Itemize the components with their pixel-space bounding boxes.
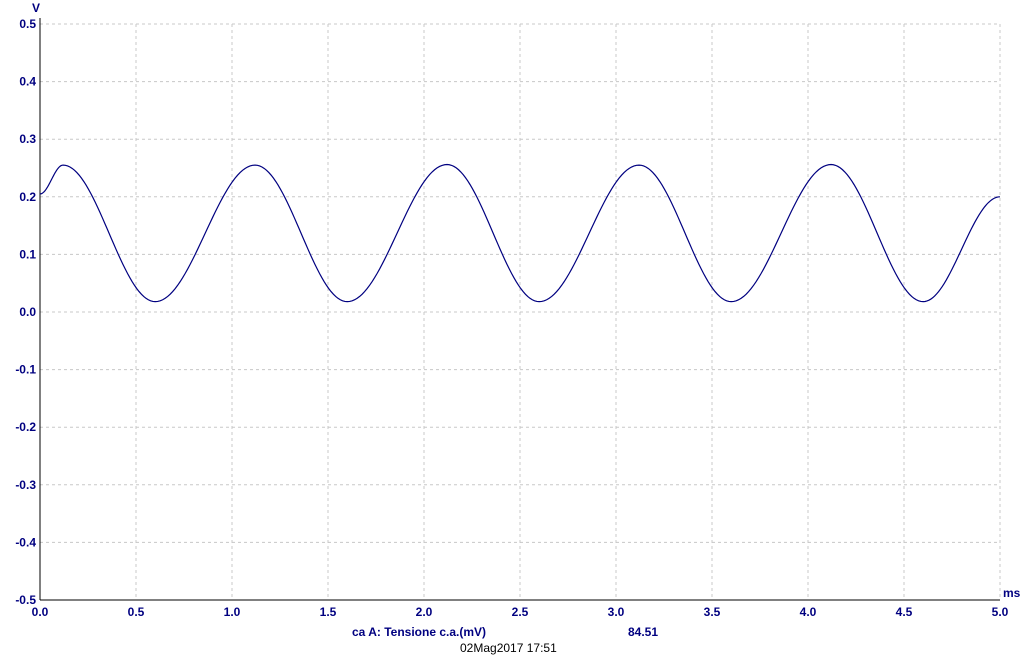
y-tick-label: -0.2 (15, 420, 36, 434)
x-tick-label: 3.0 (608, 605, 625, 619)
y-tick-label: 0.0 (19, 305, 36, 319)
x-tick-label: 1.5 (320, 605, 337, 619)
y-unit-label: V (32, 1, 40, 15)
channel-label: ca A: Tensione c.a.(mV) (352, 625, 487, 639)
x-tick-label: 2.0 (416, 605, 433, 619)
trace-layer (39, 163, 1001, 303)
x-tick-label: 5.0 (992, 605, 1009, 619)
channel-value: 84.51 (628, 625, 659, 639)
x-tick-label: 0.0 (32, 605, 49, 619)
y-tick-label: -0.4 (15, 535, 36, 549)
x-tick-labels: 0.0 0.5 1.0 1.5 2.0 2.5 3.0 3.5 4.0 4.5 5.0 (32, 605, 1009, 619)
timestamp: 02Mag2017 17:51 (460, 641, 557, 655)
y-tick-labels: 0.5 0.4 0.3 0.2 0.1 0.0 -0.1 -0.2 -0.3 -0.4 -0.5 (15, 17, 36, 607)
y-tick-label: 0.2 (19, 190, 36, 204)
y-tick-label: 0.1 (19, 247, 36, 261)
x-unit-label: ms (1003, 586, 1021, 600)
x-tick-label: 2.5 (512, 605, 529, 619)
x-tick-label: 3.5 (704, 605, 721, 619)
y-tick-label: -0.1 (15, 363, 36, 377)
x-tick-label: 1.0 (224, 605, 241, 619)
y-tick-label: -0.5 (15, 593, 36, 607)
x-tick-label: 4.5 (896, 605, 913, 619)
series-line (39, 163, 1001, 303)
axes (39, 18, 1000, 601)
grid-lines (40, 23, 1001, 600)
y-tick-label: -0.3 (15, 478, 36, 492)
y-tick-label: 0.3 (19, 132, 36, 146)
x-tick-label: 0.5 (128, 605, 145, 619)
y-tick-label: 0.4 (19, 75, 36, 89)
y-tick-label: 0.5 (19, 17, 36, 31)
x-tick-label: 4.0 (800, 605, 817, 619)
